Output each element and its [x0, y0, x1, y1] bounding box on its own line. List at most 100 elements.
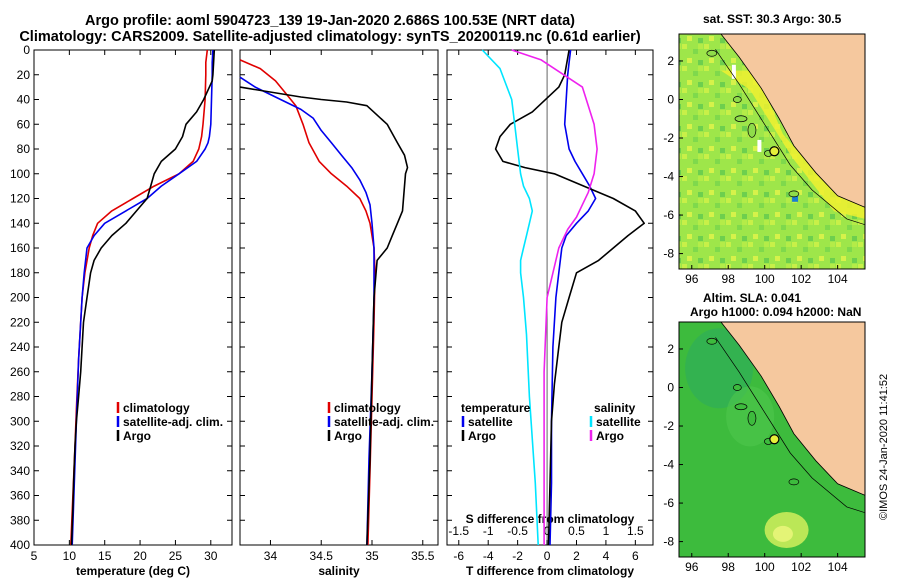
temperature-frame [33, 49, 233, 546]
sla_map-island-1 [733, 384, 742, 391]
sla_map-xtick-label: 98 [722, 560, 736, 574]
sst_map-island-2 [734, 115, 748, 123]
sst_map-xtick-label: 102 [791, 272, 811, 286]
sst_map-missing-pixels [731, 64, 736, 79]
sla_map-depth-contour [715, 337, 865, 514]
difference-panel: -6 -4 -2 0 2 4 6T difference from climatology -… [446, 49, 654, 578]
difference-legend-right-title: salinity [594, 401, 636, 415]
temperature-xtick-label: 5 [31, 549, 38, 563]
difference-series-temperature-argo [494, 49, 646, 546]
sst_map-cold-pixel [792, 195, 799, 202]
sla_map-frame [678, 321, 866, 558]
temperature-panel: 5 10 15 20 25 3002040608010012014016018020022… [10, 43, 233, 578]
sla_map-ytick-label: -8 [663, 535, 674, 549]
temperature-legend-1: satellite-adj. clim. [123, 415, 223, 429]
sst_map-frame [678, 33, 866, 270]
temperature-ytick-label: 60 [17, 117, 31, 131]
sla_map-land [720, 322, 865, 496]
sla_map-ytick-label: 2 [667, 342, 674, 356]
difference-xtick-label: 2 [573, 549, 580, 563]
salinity-frame [239, 49, 439, 546]
sst_map-xtick-label: 96 [685, 272, 699, 286]
difference-series-salinity-argo [511, 49, 598, 545]
sla_map-argo-marker [769, 434, 780, 445]
sla_map-anomaly-high-core [772, 525, 793, 542]
salinity-xtick-label: 34.5 [310, 549, 334, 563]
temperature-xtick-label: 25 [169, 549, 183, 563]
difference-xtick-label: -6 [453, 549, 464, 563]
temperature-ytick-label: 280 [10, 390, 30, 404]
difference-x2tick-label: -1.5 [448, 524, 469, 538]
sst_map-xtick-label: 104 [828, 272, 848, 286]
sst_map-ytick-label: -8 [663, 247, 674, 261]
salinity-series-argo [239, 86, 409, 546]
sla_map-island-2 [734, 403, 748, 411]
difference-series-salinity-satellite [481, 49, 539, 546]
temperature-ytick-label: 80 [17, 142, 31, 156]
temperature-xtick-label: 15 [98, 549, 112, 563]
salinity-xtick-label: 34 [264, 549, 278, 563]
difference-legend-left-title: temperature [461, 401, 531, 415]
sst_map-xtick-label: 100 [755, 272, 775, 286]
sla_map-xtick-label: 100 [755, 560, 775, 574]
temperature-xtick-label: 20 [133, 549, 147, 563]
temperature-xlabel: temperature (deg C) [76, 564, 190, 578]
difference-legend-right-argo: Argo [596, 429, 624, 443]
salinity-legend-1: satellite-adj. clim. [334, 415, 434, 429]
sst_map-axes: 96 98 100 102 104 -8 -6 -4 -2 0 2 [663, 33, 866, 286]
sla_map-island-3 [747, 410, 757, 426]
temperature-ytick-label: 400 [10, 538, 30, 552]
sst_map-island-1 [733, 96, 742, 103]
difference-xtick-label: 6 [632, 549, 639, 563]
sla-map-title-line2: Argo h1000: 0.094 h2000: NaN [690, 305, 862, 319]
temperature-ytick-label: 340 [10, 464, 30, 478]
salinity-panel: 34 34.5 35 35.5 salinity climatologysatellite… [239, 49, 439, 578]
temperature-ytick-label: 240 [10, 340, 30, 354]
sst_map-panel [679, 34, 865, 269]
sla_map-xtick-label: 104 [828, 560, 848, 574]
sla-map-title-line1: Altim. SLA: 0.041 [703, 291, 802, 305]
difference-legend-left-argo: Argo [468, 429, 496, 443]
figure-title-line2: Climatology: CARS2009. Satellite-adjuste… [19, 29, 641, 45]
difference-legend-right-satellite: satellite [596, 415, 641, 429]
salinity-xlabel: salinity [318, 564, 360, 578]
sst_map-island-0 [706, 49, 718, 57]
temperature-xtick-label: 10 [63, 549, 77, 563]
sst_map-land [720, 34, 865, 208]
figure-title-line1: Argo profile: aoml 5904723_139 19-Jan-20… [84, 13, 576, 29]
salinity-xtick-label: 35.5 [411, 549, 435, 563]
sst_map-ytick-label: -2 [663, 131, 674, 145]
temperature-ytick-label: 220 [10, 315, 30, 329]
difference-series-temperature-satellite [549, 49, 597, 546]
difference-xtick-label: -2 [512, 549, 523, 563]
temperature-series-satellite-adj-clim- [71, 49, 214, 546]
sla_map-island-0 [706, 337, 718, 345]
difference-xlabel: T difference from climatology [466, 564, 634, 578]
sst_map-missing-pixels-2 [757, 139, 762, 152]
temperature-ytick-label: 200 [10, 291, 30, 305]
difference-x2tick-label: 0.5 [568, 524, 585, 538]
sla_map-ytick-label: 0 [667, 380, 674, 394]
sla_map-ytick-label: -2 [663, 419, 674, 433]
sst_map-island-3 [747, 122, 757, 138]
temperature-ytick-label: 100 [10, 167, 30, 181]
temperature-series-argo [70, 49, 216, 546]
sst_map-ytick-label: -6 [663, 208, 674, 222]
temperature-ytick-label: 380 [10, 513, 30, 527]
temperature-ytick-label: 40 [17, 93, 31, 107]
salinity-legend-0: climatology [334, 401, 401, 415]
sst-map-title: sat. SST: 30.3 Argo: 30.5 [703, 12, 842, 26]
temperature-ytick-label: 260 [10, 365, 30, 379]
temperature-ytick-label: 0 [23, 43, 30, 57]
sst_map-ytick-label: 2 [667, 54, 674, 68]
sla_map-island-5 [788, 478, 800, 486]
sst_map-xtick-label: 98 [722, 272, 736, 286]
sst_map-warm-band [720, 70, 865, 219]
sla_map-ytick-label: -4 [663, 458, 674, 472]
difference-legend-left-satellite: satellite [468, 415, 513, 429]
temperature-ytick-label: 20 [17, 68, 31, 82]
sla_map-xtick-label: 96 [685, 560, 699, 574]
salinity-legend-2: Argo [334, 429, 362, 443]
difference-x2tick-label: -1 [483, 524, 494, 538]
